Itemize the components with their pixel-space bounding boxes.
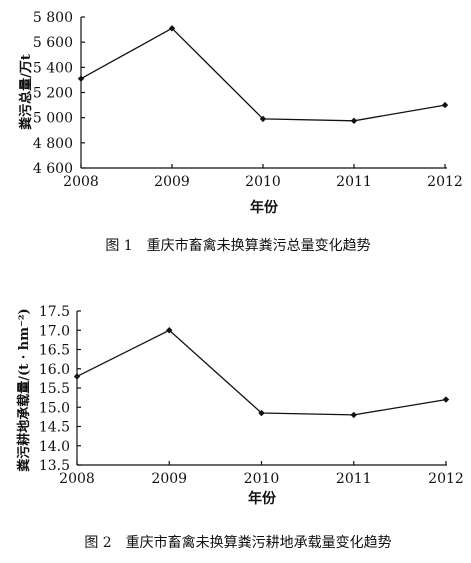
chart-1-ytick-label: 5 400 [33,60,73,76]
chart-1-xticks: 2008 2009 2010 2011 2012 [63,164,463,190]
chart-2-ytick-label: 14.5 [39,420,70,436]
chart-2-x-axis-title: 年份 [248,490,277,507]
chart-2-yticks: 17.5 17.0 16.5 16.0 15.5 15.0 14.5 14.0 13.5 [39,304,81,474]
chart-1-data-point [259,115,267,123]
chart-1-xtick-label: 2009 [154,174,190,190]
chart-2: 17.5 17.0 16.5 16.0 15.5 15.0 14.5 14.0 13.5 200… [16,304,464,551]
chart-2-ytick-label: 15.0 [39,400,70,416]
chart-2-data-point [442,396,450,403]
chart-1-data-point [350,117,358,125]
chart-2-xtick-label: 2012 [428,471,464,487]
chart-2-ytick-label: 16.0 [39,362,70,378]
chart-1-ytick-label: 5 000 [33,111,73,127]
chart-1-xtick-label: 2011 [336,174,372,190]
chart-2-data-point [350,411,357,419]
chart-1-y-axis-title: 粪污总量/万t [18,54,34,130]
chart-2-data-point [73,373,81,380]
chart-1-ytick-label: 4 600 [33,161,73,177]
chart-2-series [73,327,450,419]
chart-1-series [77,25,449,125]
chart-2-xtick-label: 2009 [151,471,187,487]
chart-1-caption: 图 1 重庆市畜禽未换算粪污总量变化趋势 [105,237,370,254]
chart-2-xticks: 2008 2009 2010 2011 2012 [59,461,464,487]
chart-2-ytick-label: 16.5 [39,343,70,359]
chart-2-caption: 图 2 重庆市畜禽未换算粪污耕地承载量变化趋势 [84,534,391,551]
chart-2-ytick-label: 17.5 [39,304,70,320]
chart-2-xtick-label: 2010 [244,471,280,487]
chart-1-ytick-label: 5 600 [33,35,73,51]
chart-2-series-line [76,329,447,416]
chart-2-data-point [166,327,173,334]
chart-1: 5 800 5 600 5 400 5 200 5 000 4 800 4 600 2008… [18,10,463,254]
chart-2-axes [76,311,447,466]
chart-1-axes [80,17,447,169]
chart-1-ytick-label: 4 800 [33,136,73,152]
chart-1-series-line [80,27,446,122]
chart-1-ytick-label: 5 200 [33,86,73,102]
chart-1-xtick-label: 2008 [63,174,99,190]
chart-2-xtick-label: 2008 [59,471,95,487]
chart-2-data-point [258,409,265,417]
chart-1-data-point [77,75,85,82]
chart-2-y-axis-title: 粪污耕地承载量/(t · hm⁻²) [16,308,32,471]
chart-2-xtick-label: 2011 [336,471,372,487]
chart-1-xtick-label: 2012 [427,174,463,190]
chart-1-yticks: 5 800 5 600 5 400 5 200 5 000 4 800 4 600 [33,10,85,177]
chart-2-ytick-label: 13.5 [39,458,70,474]
chart-1-xtick-label: 2010 [245,174,281,190]
chart-2-ytick-label: 17.0 [39,323,70,339]
chart-1-ytick-label: 5 800 [33,10,73,26]
chart-2-ytick-label: 14.0 [39,439,70,455]
chart-2-ytick-label: 15.5 [39,381,70,397]
chart-1-data-point [168,25,176,32]
chart-1-data-point [441,101,449,109]
chart-1-x-axis-title: 年份 [250,199,279,216]
